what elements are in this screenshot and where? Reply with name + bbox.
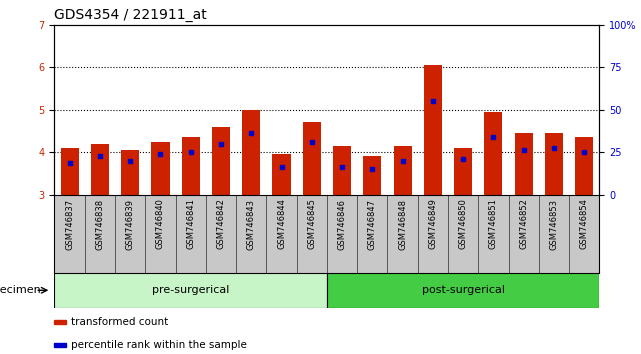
Bar [272, 154, 290, 195]
Text: pre-surgerical: pre-surgerical [152, 285, 229, 295]
Bar [91, 144, 109, 195]
Text: GSM746843: GSM746843 [247, 199, 256, 250]
Text: GSM746850: GSM746850 [458, 199, 468, 250]
Bar [181, 137, 200, 195]
Text: GSM746851: GSM746851 [489, 199, 498, 250]
Bar [575, 137, 594, 195]
Text: GSM746847: GSM746847 [368, 199, 377, 250]
Text: GSM746837: GSM746837 [65, 199, 74, 250]
Bar [242, 110, 260, 195]
Text: percentile rank within the sample: percentile rank within the sample [71, 340, 246, 350]
Text: GSM746844: GSM746844 [277, 199, 286, 250]
Bar [151, 142, 169, 195]
Bar [212, 127, 230, 195]
Bar [327, 273, 599, 308]
Text: GSM746845: GSM746845 [307, 199, 316, 250]
Bar [515, 133, 533, 195]
Bar [454, 148, 472, 195]
Text: post-surgerical: post-surgerical [422, 285, 504, 295]
Text: GSM746846: GSM746846 [338, 199, 347, 250]
Text: GSM746849: GSM746849 [428, 199, 437, 250]
Text: GSM746840: GSM746840 [156, 199, 165, 250]
Bar [394, 146, 412, 195]
Text: GSM746838: GSM746838 [96, 199, 104, 250]
Bar [485, 112, 503, 195]
Bar [363, 156, 381, 195]
Text: GSM746853: GSM746853 [549, 199, 558, 250]
Text: GSM746842: GSM746842 [217, 199, 226, 250]
Text: GSM746852: GSM746852 [519, 199, 528, 250]
Text: transformed count: transformed count [71, 317, 168, 327]
Bar [545, 133, 563, 195]
Bar [333, 146, 351, 195]
Text: GSM746839: GSM746839 [126, 199, 135, 250]
Bar [303, 122, 321, 195]
Bar [60, 148, 79, 195]
Bar [424, 65, 442, 195]
Bar [121, 150, 139, 195]
Bar [54, 273, 327, 308]
Text: GSM746854: GSM746854 [579, 199, 588, 250]
Text: GSM746841: GSM746841 [186, 199, 196, 250]
Text: GSM746848: GSM746848 [398, 199, 407, 250]
Text: GDS4354 / 221911_at: GDS4354 / 221911_at [54, 8, 207, 22]
Text: specimen: specimen [0, 285, 42, 295]
